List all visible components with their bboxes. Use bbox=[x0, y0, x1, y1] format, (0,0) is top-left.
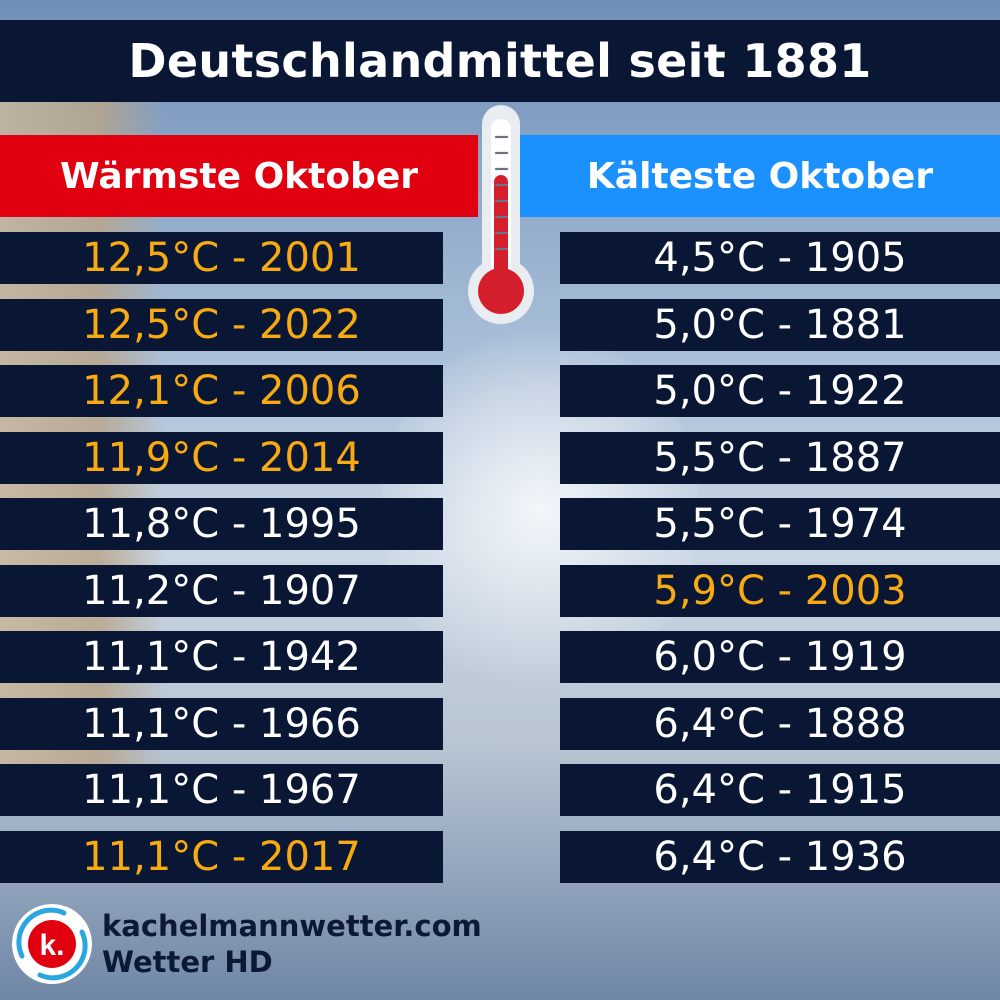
cold-row: 6,4°C - 1915 bbox=[560, 764, 1000, 816]
site-name: kachelmannwetter.com bbox=[102, 909, 482, 943]
warm-row: 11,1°C - 1967 bbox=[0, 764, 443, 816]
cold-row: 5,9°C - 2003 bbox=[560, 564, 1000, 617]
coldest-header: Kälteste Oktober bbox=[520, 135, 1000, 217]
warm-row: 11,8°C - 1995 bbox=[0, 498, 443, 550]
thermometer-icon bbox=[468, 105, 534, 324]
footer: k. kachelmannwetter.com Wetter HD bbox=[10, 902, 530, 992]
warm-row: 11,9°C - 2014 bbox=[0, 431, 443, 484]
cold-row: 6,0°C - 1919 bbox=[560, 631, 1000, 683]
cold-row: 6,4°C - 1936 bbox=[560, 830, 1000, 883]
cold-row: 5,5°C - 1974 bbox=[560, 498, 1000, 550]
page-title: Deutschlandmittel seit 1881 bbox=[128, 34, 872, 88]
warm-row: 11,2°C - 1907 bbox=[0, 564, 443, 617]
brand-name: Wetter HD bbox=[102, 945, 273, 979]
warmest-heading: Wärmste Oktober bbox=[60, 155, 418, 197]
warm-row: 12,5°C - 2001 bbox=[0, 232, 443, 284]
kachelmann-logo-icon: k. bbox=[12, 904, 92, 984]
footer-text: kachelmannwetter.com Wetter HD bbox=[102, 908, 482, 980]
cold-row: 6,4°C - 1888 bbox=[560, 697, 1000, 750]
cold-row: 5,5°C - 1887 bbox=[560, 431, 1000, 484]
warm-row: 11,1°C - 1942 bbox=[0, 631, 443, 683]
cold-row: 4,5°C - 1905 bbox=[560, 232, 1000, 284]
cold-row: 5,0°C - 1881 bbox=[560, 298, 1000, 351]
warm-row: 11,1°C - 1966 bbox=[0, 697, 443, 750]
warm-row: 12,5°C - 2022 bbox=[0, 298, 443, 351]
cold-row: 5,0°C - 1922 bbox=[560, 365, 1000, 417]
warmest-list: 12,5°C - 2001 12,5°C - 2022 12,1°C - 200… bbox=[0, 232, 443, 897]
coldest-heading: Kälteste Oktober bbox=[586, 155, 934, 197]
logo-letter: k. bbox=[39, 929, 64, 962]
warm-row: 12,1°C - 2006 bbox=[0, 365, 443, 417]
coldest-list: 4,5°C - 1905 5,0°C - 1881 5,0°C - 1922 5… bbox=[560, 232, 1000, 897]
title-bar: Deutschlandmittel seit 1881 bbox=[0, 20, 1000, 102]
warmest-header: Wärmste Oktober bbox=[0, 135, 478, 217]
warm-row: 11,1°C - 2017 bbox=[0, 830, 443, 883]
